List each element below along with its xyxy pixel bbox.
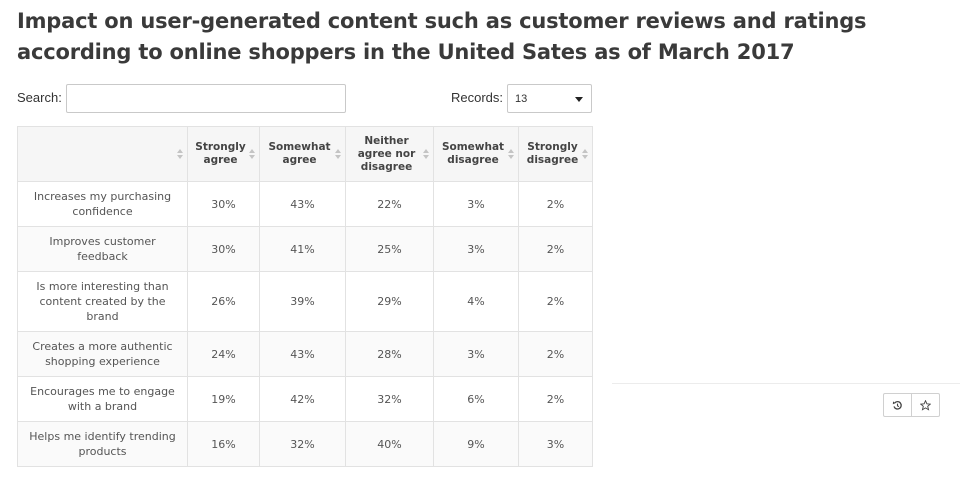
sort-icon[interactable] (508, 149, 514, 159)
star-icon (920, 399, 932, 411)
data-table: Strongly agree Somewhat agree Neither ag… (17, 126, 593, 467)
table-cell: 3% (433, 226, 519, 272)
column-header-label[interactable] (17, 126, 188, 182)
history-button[interactable] (884, 394, 911, 416)
table-cell: 39% (259, 271, 346, 332)
table-cell: 43% (259, 331, 346, 377)
column-header-strongly-agree[interactable]: Strongly agree (187, 126, 260, 182)
table-cell: 19% (187, 376, 260, 422)
table-row: Increases my purchasing confidence 30% 4… (17, 181, 593, 227)
records-selected-value: 13 (515, 93, 528, 105)
table-cell: 2% (518, 181, 593, 227)
table-cell: 6% (433, 376, 519, 422)
sort-icon[interactable] (249, 149, 255, 159)
search-label: Search: (17, 90, 62, 105)
table-cell: 32% (345, 376, 434, 422)
sort-icon[interactable] (582, 149, 588, 159)
table-cell: 42% (259, 376, 346, 422)
table-cell: 3% (433, 181, 519, 227)
table-cell: 26% (187, 271, 260, 332)
row-label: Increases my purchasing confidence (17, 181, 188, 227)
row-label: Is more interesting than content created… (17, 271, 188, 332)
table-cell: 4% (433, 271, 519, 332)
table-cell: 2% (518, 331, 593, 377)
records-select[interactable]: 13 (507, 84, 592, 113)
table-row: Encourages me to engage with a brand 19%… (17, 376, 593, 422)
sort-icon[interactable] (335, 149, 341, 159)
table-cell: 2% (518, 271, 593, 332)
column-header-neither[interactable]: Neither agree nor disagree (345, 126, 434, 182)
row-label: Helps me identify trending products (17, 421, 188, 467)
sort-icon[interactable] (177, 149, 183, 159)
column-header-strongly-disagree[interactable]: Strongly disagree (518, 126, 593, 182)
column-header-somewhat-agree[interactable]: Somewhat agree (259, 126, 346, 182)
table-row: Is more interesting than content created… (17, 271, 593, 332)
table-cell: 25% (345, 226, 434, 272)
table-cell: 2% (518, 226, 593, 272)
table-cell: 28% (345, 331, 434, 377)
table-row: Helps me identify trending products 16% … (17, 421, 593, 467)
table-cell: 32% (259, 421, 346, 467)
table-cell: 41% (259, 226, 346, 272)
caret-down-icon (575, 97, 583, 102)
column-header-somewhat-disagree[interactable]: Somewhat disagree (433, 126, 519, 182)
table-cell: 16% (187, 421, 260, 467)
history-icon (893, 400, 903, 410)
table-cell: 3% (433, 331, 519, 377)
records-label: Records: (451, 90, 504, 105)
table-cell: 40% (345, 421, 434, 467)
table-cell: 22% (345, 181, 434, 227)
table-cell: 29% (345, 271, 434, 332)
sort-icon[interactable] (423, 149, 429, 159)
table-cell: 24% (187, 331, 260, 377)
table-cell: 30% (187, 181, 260, 227)
page-title: Impact on user-generated content such as… (17, 9, 867, 64)
table-cell: 2% (518, 376, 593, 422)
favorite-button[interactable] (911, 394, 939, 416)
divider (612, 383, 960, 384)
table-cell: 30% (187, 226, 260, 272)
table-cell: 43% (259, 181, 346, 227)
row-label: Creates a more authentic shopping experi… (17, 331, 188, 377)
row-label: Encourages me to engage with a brand (17, 376, 188, 422)
table-cell: 3% (518, 421, 593, 467)
table-row: Creates a more authentic shopping experi… (17, 331, 593, 377)
table-header-row: Strongly agree Somewhat agree Neither ag… (17, 126, 593, 182)
table-cell: 9% (433, 421, 519, 467)
search-input[interactable] (66, 84, 346, 113)
toolbar-button-group (883, 393, 940, 417)
row-label: Improves customer feedback (17, 226, 188, 272)
table-row: Improves customer feedback 30% 41% 25% 3… (17, 226, 593, 272)
